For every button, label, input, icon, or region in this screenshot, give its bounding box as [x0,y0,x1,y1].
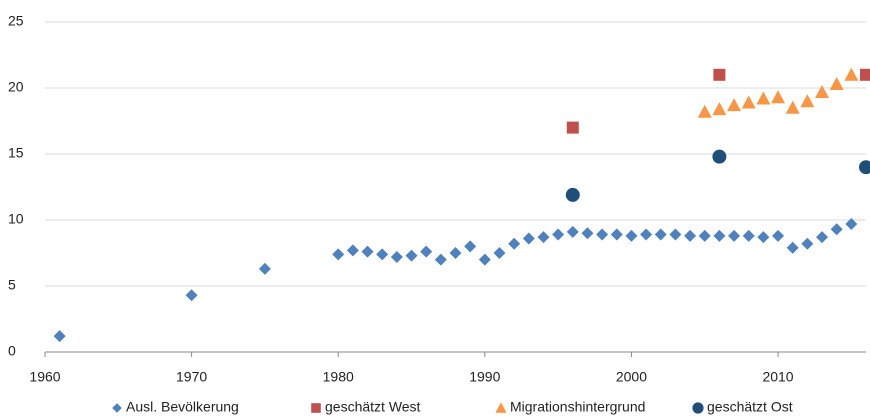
point [756,91,771,105]
point [566,121,579,134]
point [801,237,814,250]
point [742,229,755,242]
point [420,245,433,258]
point [53,330,66,343]
legend-marker [311,403,321,413]
point [757,231,770,244]
legend-label: geschätzt West [325,399,421,415]
point [464,240,477,253]
point [859,160,870,175]
point [478,253,491,266]
x-tick-label: 2010 [762,369,793,385]
point [684,229,697,242]
point [771,90,786,104]
point [332,248,345,261]
point [654,228,667,241]
point [390,250,403,263]
x-tick-label: 1970 [176,369,207,385]
point [405,249,418,262]
point [785,100,800,114]
point [258,262,271,275]
point [565,187,580,202]
point [786,241,799,254]
point [816,231,829,244]
point [713,229,726,242]
y-tick-label: 0 [8,343,16,359]
x-tick-label: 1980 [323,369,354,385]
point [508,237,521,250]
point [625,229,638,242]
point [697,104,712,118]
x-tick-label: 1960 [29,369,60,385]
point [581,227,594,240]
point [829,77,844,91]
legend-marker [692,402,704,414]
point [815,84,830,98]
point [712,102,727,116]
y-tick-label: 10 [8,211,24,227]
legend-label: Migrationshintergrund [510,399,645,415]
point [610,228,623,241]
point [185,289,198,302]
point [772,229,785,242]
point [698,229,711,242]
point [712,149,727,164]
y-tick-label: 15 [8,145,24,161]
point [596,228,609,241]
point [640,228,653,241]
point [376,248,389,261]
y-tick-label: 25 [8,13,24,29]
point [552,228,565,241]
y-tick-label: 5 [8,277,16,293]
point [844,67,859,81]
point [346,244,359,257]
x-tick-label: 1990 [469,369,500,385]
legend-label: geschätzt Ost [707,399,793,415]
point [741,95,756,109]
point [493,247,506,259]
point [860,68,870,81]
point [522,232,535,245]
point [830,223,843,236]
point [566,225,579,238]
point [361,245,374,258]
point [434,253,447,266]
y-tick-label: 20 [8,79,24,95]
point [845,217,858,230]
point [537,231,550,244]
x-tick-label: 2000 [616,369,647,385]
legend-marker [495,402,507,413]
point [449,247,462,259]
point [713,68,726,81]
point [727,98,742,112]
point [800,94,815,108]
legend-label: Ausl. Bevölkerung [126,399,239,415]
legend-marker [112,403,122,413]
point [728,229,741,242]
point [669,228,682,241]
